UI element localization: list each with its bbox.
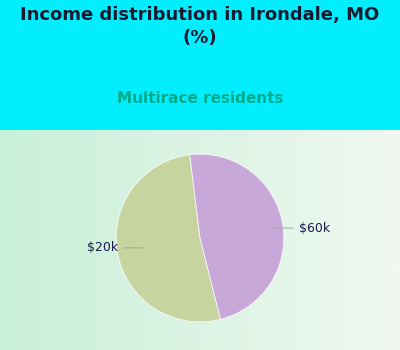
Text: $60k: $60k bbox=[270, 222, 330, 235]
Text: Multirace residents: Multirace residents bbox=[117, 91, 283, 106]
Text: $20k: $20k bbox=[86, 241, 143, 254]
Wedge shape bbox=[190, 154, 284, 319]
Text: Income distribution in Irondale, MO
(%): Income distribution in Irondale, MO (%) bbox=[20, 7, 380, 47]
Wedge shape bbox=[116, 155, 220, 322]
